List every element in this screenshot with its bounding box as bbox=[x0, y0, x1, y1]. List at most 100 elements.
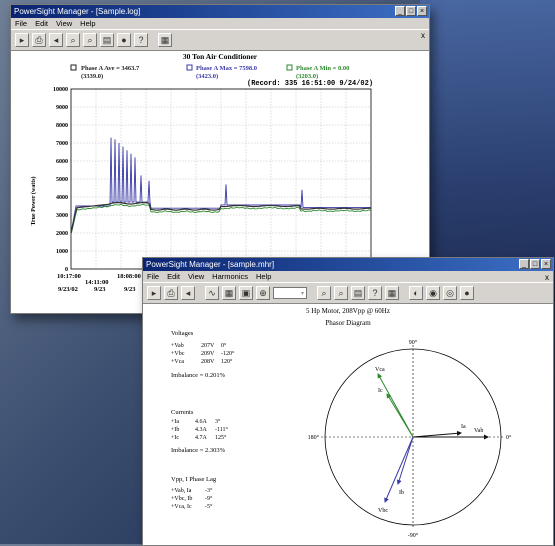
open-icon[interactable]: ▸ bbox=[15, 33, 29, 47]
help-icon[interactable]: ? bbox=[134, 33, 148, 47]
series-max-line bbox=[70, 137, 371, 234]
phasor-vbc bbox=[384, 436, 414, 503]
current-row-ia-name: +Ia bbox=[171, 419, 180, 425]
waveform-icon[interactable]: ∿ bbox=[205, 286, 219, 300]
legend-box-min[interactable] bbox=[286, 64, 293, 71]
view-icon[interactable]: ◉ bbox=[426, 286, 440, 300]
current-imbalance: Imbalance = 2.303% bbox=[171, 447, 226, 454]
power-chart: 30 Ton Air Conditioner Phase A Ave = 346… bbox=[30, 52, 373, 293]
x-tick-1-date: 9/23 bbox=[94, 286, 106, 293]
menu-view[interactable]: View bbox=[188, 272, 205, 281]
calculator-icon[interactable]: ▦ bbox=[158, 33, 172, 47]
minimize-icon[interactable]: _ bbox=[395, 6, 405, 16]
current-row-ib-mag: 4.3A bbox=[195, 427, 207, 433]
y-tick-label: 2000 bbox=[56, 231, 68, 237]
lag-row-b-ang: -9° bbox=[205, 496, 213, 502]
axis-label-neg90: -90° bbox=[408, 532, 419, 539]
menu-edit[interactable]: Edit bbox=[167, 272, 181, 281]
zoom-area-icon[interactable]: ⌕ bbox=[83, 33, 97, 47]
legend-box-max[interactable] bbox=[186, 64, 193, 71]
phasor-diagram: 90° 180° 0° -90° Vab Ia Vca Ic Vbc Ib bbox=[308, 339, 512, 539]
series-min-line bbox=[70, 203, 372, 235]
record-readout: (Record: 335 16:51:00 9/24/02) bbox=[247, 80, 373, 88]
x-tick-0-date: 9/23/02 bbox=[58, 286, 78, 293]
lag-row-c-name: +Vca, Ic bbox=[171, 504, 192, 510]
axis-label-180: 180° bbox=[308, 434, 320, 441]
phasor-icon[interactable]: ⊕ bbox=[256, 286, 270, 300]
legend: Phase A Ave = 3463.7 (3339.0) Phase A Ma… bbox=[70, 64, 349, 80]
phasor-label-vca: Vca bbox=[375, 367, 385, 373]
menu-edit[interactable]: Edit bbox=[35, 19, 49, 28]
legend-box-ave[interactable] bbox=[70, 64, 77, 71]
record-icon[interactable]: ● bbox=[460, 286, 474, 300]
settings-icon[interactable]: ▤ bbox=[100, 33, 114, 47]
voltage-row-vab-mag: 207V bbox=[201, 343, 215, 349]
settings-icon[interactable]: ▤ bbox=[351, 286, 365, 300]
current-row-ia-mag: 4.6A bbox=[195, 419, 207, 425]
voltage-row-vbc-ang: -120° bbox=[221, 351, 235, 357]
x-tick-2-date: 9/23 bbox=[124, 286, 136, 293]
y-tick-label: 4000 bbox=[56, 195, 68, 201]
menu-harmonics[interactable]: Harmonics bbox=[212, 272, 248, 281]
print-icon[interactable]: ⎙ bbox=[164, 286, 178, 300]
close-icon[interactable]: × bbox=[541, 259, 551, 269]
table-icon[interactable]: ▦ bbox=[222, 286, 236, 300]
menu-help[interactable]: Help bbox=[80, 19, 96, 28]
y-tick-label: 3000 bbox=[56, 213, 68, 219]
voltage-imbalance: Imbalance = 0.201% bbox=[171, 372, 226, 379]
phasor-window: PowerSight Manager - [sample.mhr] _ □ × … bbox=[142, 257, 554, 546]
phasor-ia bbox=[412, 430, 462, 438]
y-tick-label: 0 bbox=[65, 267, 68, 273]
menu-view[interactable]: View bbox=[56, 19, 73, 28]
log-toolbar: ▸ ⎙ ◂ ⌕ ⌕ ▤ ● ? ▦ x bbox=[11, 29, 429, 51]
lag-row-a-ang: -3° bbox=[205, 488, 213, 494]
zoom-icon[interactable]: ⌕ bbox=[66, 33, 80, 47]
phasor-window-titlebar[interactable]: PowerSight Manager - [sample.mhr] _ □ × bbox=[143, 258, 553, 271]
doc-close-icon[interactable]: x bbox=[421, 31, 425, 40]
back-icon[interactable]: ◂ bbox=[49, 33, 63, 47]
menu-help[interactable]: Help bbox=[256, 272, 272, 281]
print-icon[interactable]: ⎙ bbox=[32, 33, 46, 47]
compare-icon[interactable]: ◎ bbox=[443, 286, 457, 300]
maximize-icon[interactable]: □ bbox=[406, 6, 416, 16]
legend-max-label: Phase A Max = 7598.0 bbox=[196, 65, 257, 72]
current-row-ic-mag: 4.7A bbox=[195, 435, 207, 441]
axis-label-90: 90° bbox=[409, 339, 418, 346]
back-icon[interactable]: ◂ bbox=[181, 286, 195, 300]
legend-min-label: Phase A Min = 0.00 bbox=[296, 65, 349, 72]
calculator-icon[interactable]: ▦ bbox=[385, 286, 399, 300]
motor-subtitle: 5 Hp Motor, 208Vpp @ 60Hz bbox=[306, 307, 390, 315]
meter-icon[interactable]: ◐ bbox=[409, 286, 423, 300]
phasor-window-title: PowerSight Manager - [sample.mhr] bbox=[146, 260, 275, 269]
current-row-ic-ang: 125° bbox=[215, 435, 227, 441]
export-icon[interactable]: ▣ bbox=[239, 286, 253, 300]
current-row-ic-name: +Ic bbox=[171, 435, 180, 441]
legend-min-sub: (3203.0) bbox=[296, 73, 318, 80]
y-tick-label: 9000 bbox=[56, 105, 68, 111]
voltage-row-vca-mag: 208V bbox=[201, 359, 215, 365]
channel-select[interactable]: ▾ bbox=[273, 287, 307, 299]
background-glow bbox=[420, 0, 555, 300]
log-window-titlebar[interactable]: PowerSight Manager - [Sample.log] _ □ × bbox=[11, 5, 429, 18]
voltage-row-vca-ang: 120° bbox=[221, 359, 233, 365]
doc-close-icon[interactable]: x bbox=[545, 273, 549, 282]
phasor-ib bbox=[396, 436, 414, 485]
maximize-icon[interactable]: □ bbox=[530, 259, 540, 269]
record-icon[interactable]: ● bbox=[117, 33, 131, 47]
voltage-row-vbc-name: +Vbc bbox=[171, 351, 185, 357]
voltages-heading: Voltages bbox=[171, 330, 194, 337]
close-icon[interactable]: × bbox=[417, 6, 427, 16]
menu-file[interactable]: File bbox=[15, 19, 28, 28]
current-row-ia-ang: 3° bbox=[215, 419, 221, 425]
x-tick-0-time: 10:17:00 bbox=[57, 273, 81, 280]
phasor-label-ia: Ia bbox=[461, 424, 466, 430]
help-icon[interactable]: ? bbox=[368, 286, 382, 300]
legend-ave-label: Phase A Ave = 3463.7 bbox=[81, 65, 140, 72]
minimize-icon[interactable]: _ bbox=[519, 259, 529, 269]
menu-file[interactable]: File bbox=[147, 272, 160, 281]
zoom-icon[interactable]: ⌕ bbox=[317, 286, 331, 300]
phasor-menubar: File Edit View Harmonics Help x bbox=[143, 271, 553, 282]
zoom-area-icon[interactable]: ⌕ bbox=[334, 286, 348, 300]
open-icon[interactable]: ▸ bbox=[147, 286, 161, 300]
y-tick-label: 5000 bbox=[56, 177, 68, 183]
